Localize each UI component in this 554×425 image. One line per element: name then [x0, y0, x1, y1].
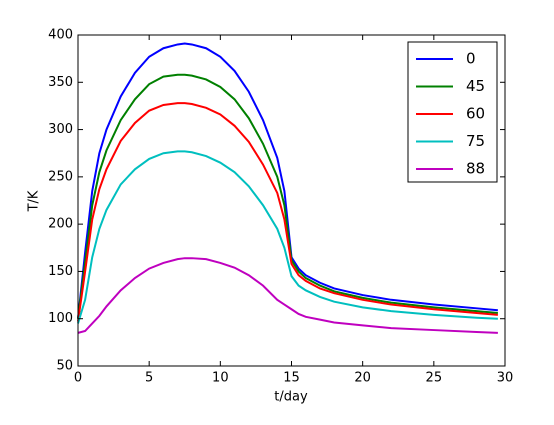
data-line [77, 42, 498, 319]
y-tick-label: 300 [48, 122, 73, 137]
legend-label: 75 [466, 132, 485, 150]
x-tick-label: 15 [283, 371, 300, 386]
y-tick-label: 400 [48, 28, 73, 43]
x-tick-label: 0 [74, 371, 82, 386]
x-tick-label: 25 [426, 371, 443, 386]
legend-box [407, 41, 498, 183]
y-axis-label: T/K [27, 190, 42, 212]
x-tick-label: 20 [354, 371, 371, 386]
x-tick-label: 30 [497, 371, 514, 386]
legend-label: 88 [466, 160, 485, 178]
x-tick-label: 10 [212, 371, 229, 386]
y-tick-label: 350 [48, 75, 73, 90]
y-tick-label: 200 [48, 217, 73, 232]
y-tick-label: 250 [48, 169, 73, 184]
data-line [77, 102, 498, 322]
legend-label: 0 [466, 50, 476, 68]
legend-label: 60 [466, 105, 485, 123]
legend-label: 45 [466, 77, 485, 95]
y-tick-label: 150 [48, 264, 73, 279]
data-line [77, 150, 498, 324]
y-tick-label: 50 [56, 359, 73, 374]
y-tick-label: 100 [48, 311, 73, 326]
x-axis-label: t/day [274, 390, 308, 405]
data-line [77, 73, 498, 319]
x-tick-label: 5 [145, 371, 153, 386]
data-line [77, 257, 498, 334]
